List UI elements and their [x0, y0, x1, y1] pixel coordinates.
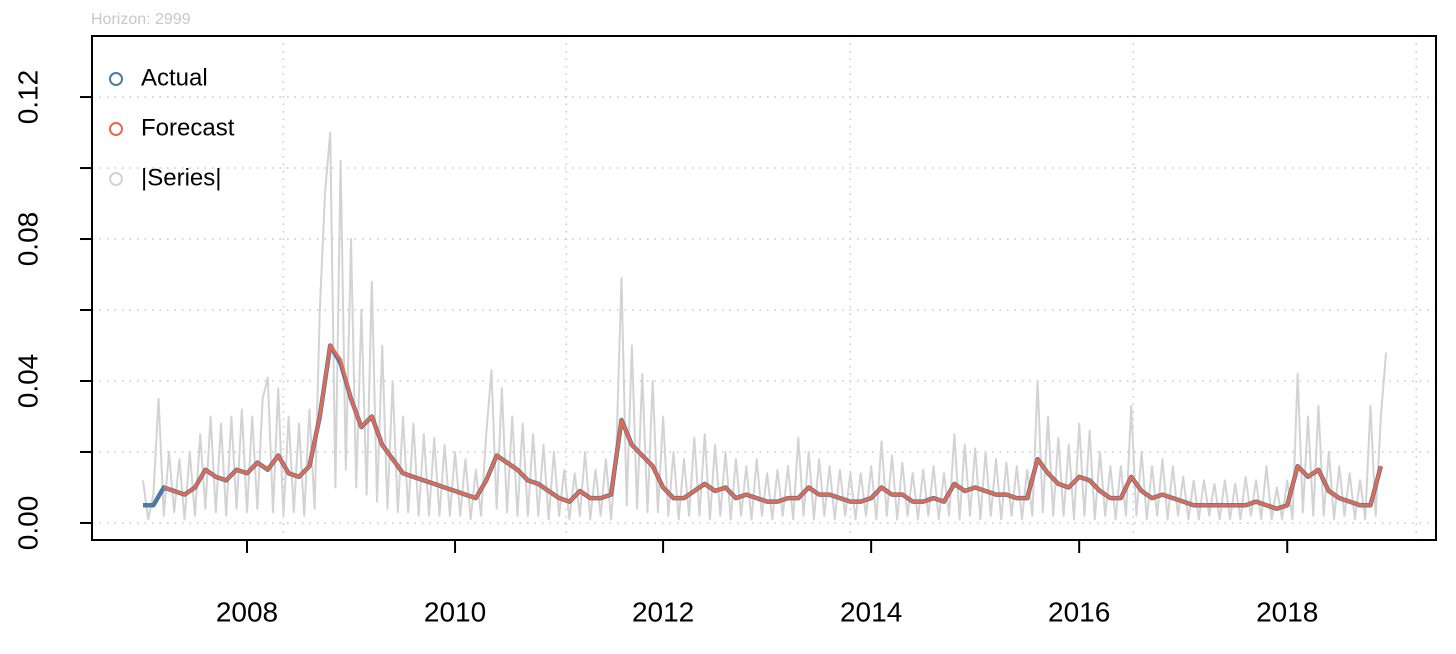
series-line: [142, 343, 1384, 512]
x-tick-label: 2016: [1048, 596, 1110, 627]
chart-title: Horizon: 2999: [91, 11, 191, 28]
legend-label: Forecast: [141, 114, 235, 141]
x-tick-label: 2018: [1256, 596, 1318, 627]
x-tick-label: 2014: [840, 596, 902, 627]
legend-marker: [109, 122, 123, 136]
y-tick-label: 0.12: [12, 70, 43, 125]
x-tick-label: 2012: [632, 596, 694, 627]
plot-frame: [91, 35, 1437, 541]
series-line: [141, 131, 1388, 521]
y-tick-label: 0.08: [12, 212, 43, 267]
x-tick-label: 2010: [424, 596, 486, 627]
y-tick-label: 0.00: [12, 496, 43, 551]
legend-marker: [109, 172, 123, 186]
series-line: [163, 344, 1383, 511]
legend-label: |Series|: [141, 164, 222, 191]
y-tick-label: 0.04: [12, 354, 43, 409]
x-tick-label: 2008: [216, 596, 278, 627]
legend-label: Actual: [141, 64, 208, 91]
legend-marker: [109, 72, 123, 86]
